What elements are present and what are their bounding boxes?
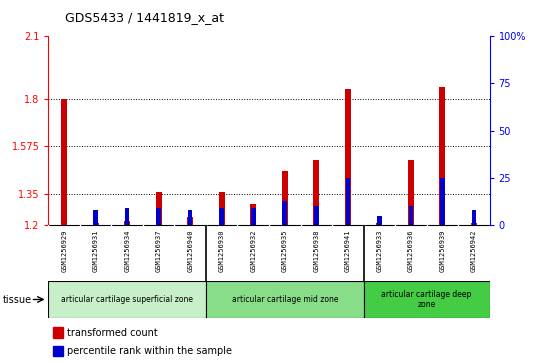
Bar: [219, 192, 224, 225]
Bar: [440, 87, 445, 225]
Bar: [124, 221, 130, 225]
Bar: [94, 210, 98, 225]
Bar: [408, 160, 414, 225]
Text: articular cartilage superficial zone: articular cartilage superficial zone: [61, 295, 193, 304]
Bar: [48, 281, 206, 318]
Bar: [345, 89, 351, 225]
Text: GSM1256934: GSM1256934: [124, 229, 130, 272]
Text: GSM1256933: GSM1256933: [376, 229, 383, 272]
Text: GSM1256939: GSM1256939: [440, 229, 445, 272]
Bar: [156, 192, 161, 225]
Text: GSM1256930: GSM1256930: [219, 229, 225, 272]
Text: GDS5433 / 1441819_x_at: GDS5433 / 1441819_x_at: [65, 11, 224, 24]
Bar: [93, 223, 98, 225]
Bar: [53, 346, 62, 356]
Text: percentile rank within the sample: percentile rank within the sample: [67, 346, 232, 356]
Text: transformed count: transformed count: [67, 328, 158, 338]
Bar: [282, 171, 288, 225]
Bar: [157, 208, 161, 225]
Text: GSM1256937: GSM1256937: [155, 229, 162, 272]
Bar: [206, 281, 364, 318]
Bar: [53, 327, 62, 338]
Text: GSM1256929: GSM1256929: [61, 229, 67, 272]
Bar: [408, 206, 413, 225]
Bar: [282, 200, 287, 225]
Bar: [314, 206, 318, 225]
Bar: [188, 210, 193, 225]
Text: articular cartilage deep
zone: articular cartilage deep zone: [381, 290, 472, 309]
Text: articular cartilage mid zone: articular cartilage mid zone: [231, 295, 338, 304]
Text: GSM1256942: GSM1256942: [471, 229, 477, 272]
Text: GSM1256940: GSM1256940: [187, 229, 193, 272]
Text: GSM1256941: GSM1256941: [345, 229, 351, 272]
Bar: [377, 223, 382, 225]
Bar: [251, 208, 256, 225]
Bar: [220, 208, 224, 225]
Text: GSM1256938: GSM1256938: [313, 229, 319, 272]
Bar: [250, 204, 256, 225]
Bar: [125, 208, 130, 225]
Bar: [440, 178, 444, 225]
Bar: [377, 216, 381, 225]
Text: GSM1256936: GSM1256936: [408, 229, 414, 272]
Text: tissue: tissue: [3, 295, 32, 305]
Bar: [364, 281, 490, 318]
Bar: [345, 178, 350, 225]
Bar: [187, 217, 193, 225]
Text: GSM1256931: GSM1256931: [93, 229, 98, 272]
Bar: [471, 210, 476, 225]
Bar: [61, 99, 67, 225]
Text: GSM1256932: GSM1256932: [250, 229, 256, 272]
Text: GSM1256935: GSM1256935: [282, 229, 288, 272]
Bar: [471, 223, 477, 225]
Bar: [314, 160, 319, 225]
